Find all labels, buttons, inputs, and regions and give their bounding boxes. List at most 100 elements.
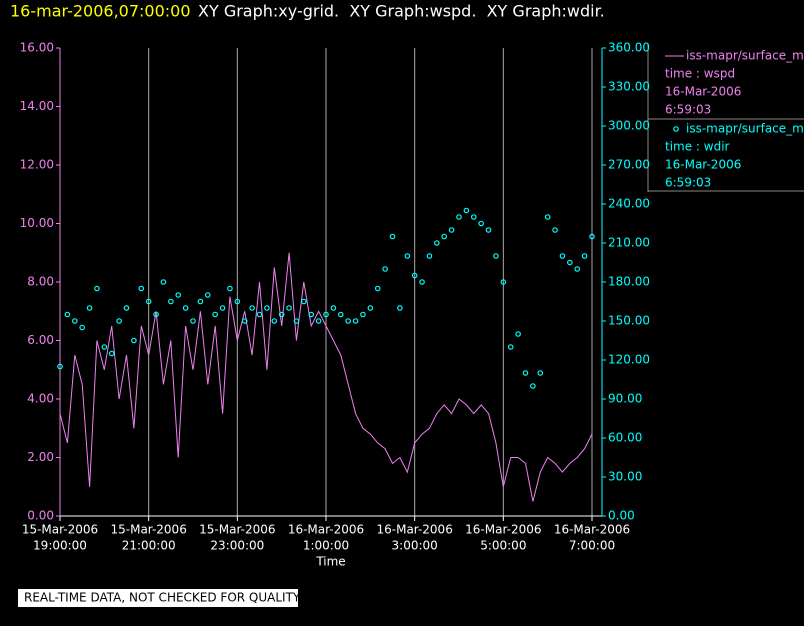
x-tick-label: 1:00:00	[303, 539, 349, 553]
y2-tick-label: 360.00	[608, 41, 650, 55]
y-tick-label: 8.00	[27, 275, 54, 289]
wdir-point	[123, 305, 130, 311]
wdir-point	[448, 227, 455, 233]
wdir-point	[212, 311, 218, 318]
y-tick-label: 4.00	[27, 392, 54, 406]
wdir-point	[530, 383, 536, 389]
y2-tick-label: 240.00	[608, 197, 650, 211]
wdir-point	[352, 318, 359, 324]
wdir-point	[345, 318, 351, 324]
legend-text: 16-Mar-2006	[665, 158, 741, 172]
x-axis-label: Time	[315, 555, 345, 569]
wdir-point	[227, 285, 233, 292]
wdir-point	[57, 363, 63, 370]
wdir-point	[138, 285, 145, 292]
wdir-point	[175, 292, 182, 298]
wdir-point	[522, 370, 529, 376]
wdir-point	[367, 305, 374, 311]
x-tick-label: 15-Mar-2006	[110, 523, 186, 537]
wdir-point	[559, 253, 566, 259]
wdir-point	[470, 214, 477, 220]
wdir-point	[463, 207, 470, 214]
wdir-point	[271, 318, 278, 324]
wdir-point	[537, 370, 544, 376]
note: REAL-TIME DATA, NOT CHECKED FOR QUALITY	[24, 591, 301, 605]
wdir-point	[219, 305, 226, 311]
wdir-point	[168, 298, 174, 305]
wdir-point	[204, 292, 211, 298]
wdir-point	[241, 318, 248, 324]
y-tick-label: 0.00	[27, 509, 54, 523]
y2-tick-label: 210.00	[608, 236, 650, 250]
wdir-point	[589, 233, 595, 240]
wdir-point	[360, 311, 366, 318]
y-tick-label: 10.00	[20, 216, 54, 230]
wdir-point	[94, 285, 100, 292]
wdir-point	[286, 305, 292, 311]
legend-text: time : wspd	[665, 67, 735, 81]
wdir-point	[145, 298, 152, 305]
x-tick-label: 15-Mar-2006	[199, 523, 275, 537]
x-tick-label: 3:00:00	[392, 539, 438, 553]
legend-name: iss-mapr/surface_m	[686, 122, 804, 136]
wdir-point	[507, 344, 514, 350]
wdir-point	[404, 253, 411, 259]
wdir-point	[456, 214, 462, 220]
wdir-point	[581, 253, 588, 259]
wdir-point	[71, 318, 78, 324]
wdir-point	[397, 305, 403, 311]
x-tick-label: 19:00:00	[33, 539, 87, 553]
wdir-point	[567, 259, 573, 266]
y-tick-label: 12.00	[20, 158, 54, 172]
wdir-point	[426, 253, 433, 259]
legend-text: 6:59:03	[665, 103, 711, 117]
legend-text: time : wdir	[665, 140, 730, 154]
x-tick-label: 16-Mar-2006	[288, 523, 364, 537]
wdir-point	[544, 214, 551, 220]
x-tick-label: 15-Mar-2006	[22, 523, 98, 537]
wdir-point	[441, 233, 448, 240]
wdir-point	[101, 344, 108, 350]
wdir-point	[434, 240, 440, 246]
y-tick-label: 2.00	[27, 450, 54, 464]
wdir-point	[374, 285, 381, 292]
wdir-point	[86, 305, 93, 311]
wdir-point	[264, 305, 270, 311]
wdir-point	[419, 279, 425, 285]
x-tick-label: 7:00:00	[569, 539, 615, 553]
wdir-point	[131, 337, 137, 344]
wdir-point	[493, 253, 499, 259]
x-tick-label: 16-Mar-2006	[376, 523, 452, 537]
wdir-point	[382, 266, 388, 272]
y2-tick-label: 90.00	[608, 392, 642, 406]
wdir-point	[234, 298, 241, 305]
x-tick-label: 16-Mar-2006	[554, 523, 630, 537]
wdir-point	[249, 305, 255, 311]
wdir-point	[552, 227, 558, 233]
wdir-point	[315, 318, 322, 324]
wdir-point	[79, 324, 85, 331]
y2-tick-label: 150.00	[608, 314, 650, 328]
y2-tick-label: 60.00	[608, 431, 642, 445]
x-tick-label: 21:00:00	[122, 539, 176, 553]
x-tick-label: 23:00:00	[210, 539, 264, 553]
y2-tick-label: 30.00	[608, 470, 642, 484]
y2-tick-label: 120.00	[608, 353, 650, 367]
wdir-point	[389, 233, 396, 240]
wdir-point	[485, 227, 492, 233]
wdir-point	[308, 311, 315, 318]
legend-name: iss-mapr/surface_m	[686, 49, 804, 63]
x-tick-label: 16-Mar-2006	[465, 523, 541, 537]
y2-tick-label: 180.00	[608, 275, 650, 289]
y2-tick-label: 300.00	[608, 119, 650, 133]
wdir-point	[301, 298, 307, 305]
wdir-point	[153, 311, 159, 318]
y2-tick-label: 270.00	[608, 158, 650, 172]
wdir-point	[515, 331, 521, 337]
wdir-point	[323, 311, 329, 318]
wdir-point	[116, 318, 122, 324]
wdir-point	[330, 305, 337, 311]
title-time: 16-mar-2006,07:00:00	[10, 2, 191, 21]
